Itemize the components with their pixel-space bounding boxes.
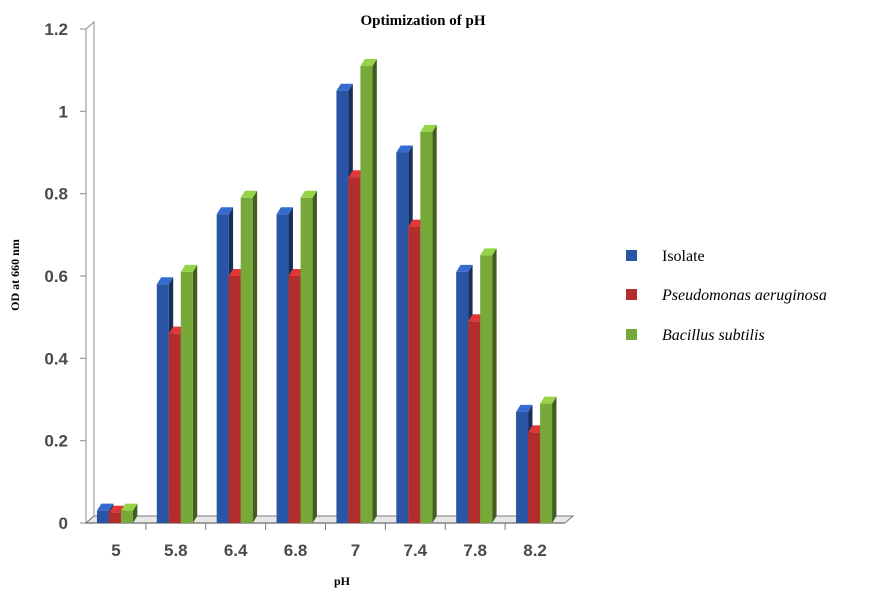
bar-front — [288, 276, 301, 523]
bar — [300, 190, 317, 524]
bar-top — [240, 190, 258, 198]
y-tick-label: 1.2 — [44, 20, 68, 39]
bar — [480, 248, 497, 523]
bar-front — [540, 403, 553, 523]
bar-front — [180, 271, 193, 523]
bar-side — [192, 264, 198, 523]
y-tick-label: 0.8 — [44, 185, 68, 204]
bar-front — [168, 333, 181, 523]
bar-front — [396, 152, 409, 523]
bar-front — [108, 512, 121, 523]
bar-top — [156, 277, 174, 285]
bar-front — [240, 197, 253, 524]
x-axis-ticks: 5 5.8 6.4 6.8 7 7.4 7.8 8.2 — [111, 523, 547, 560]
bar-side — [372, 59, 377, 524]
bar-front — [456, 271, 469, 523]
x-tick-label: 5.8 — [164, 541, 188, 560]
bar-top — [216, 207, 234, 215]
bar-front — [420, 131, 433, 523]
y-axis-label: OD at 660 nm — [8, 239, 22, 311]
bar-front — [528, 432, 541, 523]
legend-label: Bacillus subtilis — [662, 327, 765, 344]
bar-side — [252, 190, 258, 524]
y-tick-label: 1 — [59, 102, 68, 121]
bar-front — [516, 411, 529, 523]
bar-top — [456, 264, 473, 272]
x-tick-label: 7.8 — [463, 541, 487, 560]
bar — [180, 264, 198, 523]
y-tick-label: 0.4 — [44, 349, 68, 368]
bar-front — [336, 90, 349, 523]
legend-item: Isolate — [626, 248, 705, 265]
x-tick-label: 6.8 — [284, 541, 308, 560]
x-tick-label: 8.2 — [523, 541, 547, 560]
x-tick-label: 5 — [111, 541, 120, 560]
bar-side — [132, 503, 138, 523]
x-tick-label: 7.4 — [403, 541, 427, 560]
bar-top — [336, 83, 353, 91]
bar-front — [276, 214, 289, 523]
bar-top — [540, 396, 557, 404]
legend-swatch — [626, 329, 637, 340]
bar-front — [156, 284, 169, 523]
bar-top — [180, 264, 198, 272]
legend-label: Pseudomonas aeruginosa — [661, 287, 827, 304]
x-axis-label: pH — [334, 574, 351, 588]
y-tick-label: 0 — [59, 514, 68, 533]
bar-side — [492, 248, 497, 523]
y-tick-label: 0.2 — [44, 432, 68, 451]
legend-item: Bacillus subtilis — [626, 327, 765, 344]
legend: Isolate Pseudomonas aeruginosa Bacillus su… — [626, 248, 827, 344]
bar-front — [216, 214, 229, 523]
bar-side — [432, 124, 437, 524]
bar — [540, 396, 557, 523]
x-tick-label: 7 — [351, 541, 360, 560]
bar-front — [348, 177, 361, 523]
bar-top — [300, 190, 317, 198]
bar — [360, 59, 377, 524]
y-tick-label: 0.6 — [44, 267, 68, 286]
bar-top — [516, 404, 533, 412]
left-wall — [85, 20, 95, 525]
bar-front — [468, 321, 481, 523]
bar-top — [120, 503, 138, 511]
legend-swatch — [626, 289, 637, 300]
bar — [420, 124, 437, 524]
bar-front — [96, 510, 109, 523]
bar — [240, 190, 258, 524]
bar-side — [552, 396, 557, 523]
bar-front — [300, 197, 313, 524]
bar-top — [276, 207, 293, 215]
legend-label: Isolate — [662, 248, 705, 265]
bar-front — [228, 276, 241, 523]
bar-front — [408, 226, 421, 523]
chart-title: Optimization of pH — [360, 13, 485, 29]
bar-front — [360, 66, 373, 524]
bar-side — [312, 190, 317, 524]
bar-front — [480, 255, 493, 523]
bars — [96, 59, 557, 524]
bar-top — [480, 248, 497, 256]
legend-item: Pseudomonas aeruginosa — [626, 287, 827, 304]
legend-swatch — [626, 250, 637, 261]
bar-top — [96, 503, 114, 511]
bar-front — [120, 510, 133, 523]
bar-top — [396, 145, 413, 153]
y-axis-ticks: 0 0.2 0.4 0.6 0.8 1 1.2 — [44, 20, 86, 533]
bar-top — [360, 59, 377, 67]
x-tick-label: 6.4 — [224, 541, 248, 560]
bar — [120, 503, 138, 523]
bar-top — [420, 124, 437, 132]
